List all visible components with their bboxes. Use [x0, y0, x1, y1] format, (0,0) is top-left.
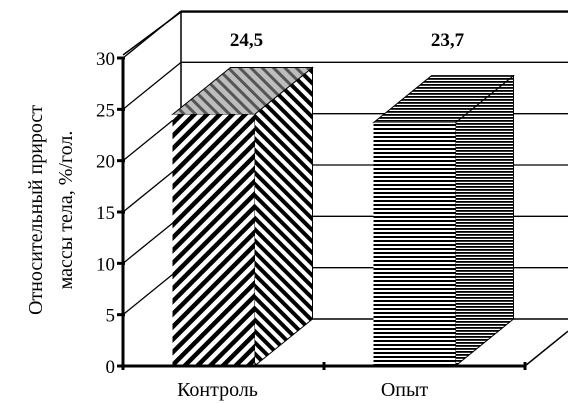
- bars: [171, 66, 515, 368]
- gridline-side: [122, 10, 182, 59]
- y-tick-label: 25: [96, 100, 115, 121]
- category-label-2: Опыт: [381, 379, 429, 401]
- labels: 24,5 Контроль 23,7 Опыт Относительный прирос…: [25, 30, 465, 401]
- y-ticks: 0 5 10 15 20 25 30: [96, 49, 125, 378]
- y-axis-title-line-1: Относительный прирост: [25, 105, 47, 315]
- gridline-side: [122, 164, 182, 213]
- y-tick-label: 0: [106, 357, 116, 378]
- category-label-1: Контроль: [177, 379, 258, 401]
- bar-side-face: [455, 74, 514, 368]
- y-tick-label: 15: [96, 203, 115, 224]
- data-label-1: 24,5: [230, 30, 263, 51]
- bar-1: [171, 66, 314, 368]
- bar-side-face: [254, 66, 313, 368]
- gridline-side: [122, 113, 182, 162]
- y-axis-title-line-2: массы тела, %/гол.: [55, 131, 77, 290]
- y-tick-label: 30: [96, 49, 115, 70]
- y-tick-label: 20: [96, 152, 115, 173]
- bar-2: [372, 74, 515, 368]
- gridline-side: [122, 267, 182, 316]
- gridline-side: [122, 61, 182, 110]
- y-tick-label: 10: [96, 254, 115, 275]
- floor-right-edge: [524, 330, 568, 367]
- y-tick-label: 5: [106, 306, 116, 327]
- bar-front-face: [373, 122, 456, 367]
- data-label-2: 23,7: [431, 30, 465, 51]
- bar-front-face: [172, 114, 255, 366]
- gridline-side: [122, 215, 182, 264]
